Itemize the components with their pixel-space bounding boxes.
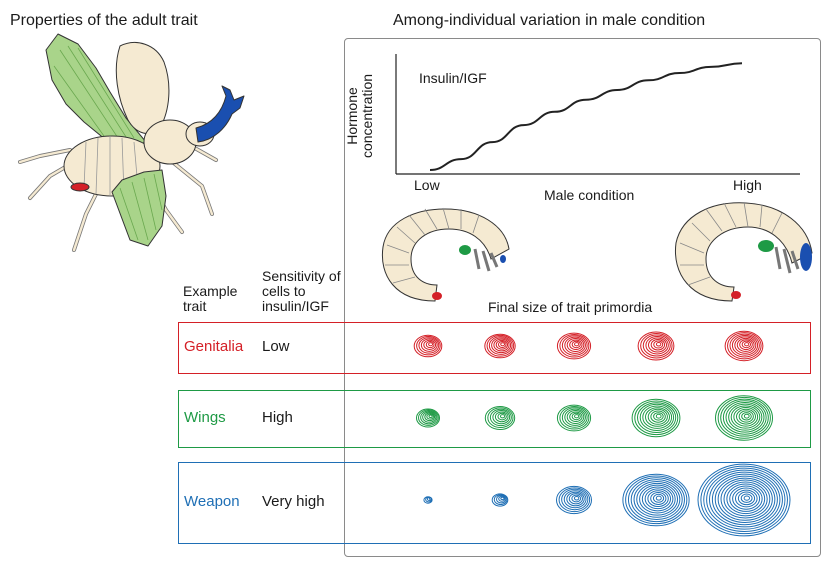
primordium-genitalia-5 bbox=[724, 330, 764, 362]
sensitivity-genitalia: Low bbox=[262, 338, 290, 355]
chart-ylabel-text: Hormone concentration bbox=[344, 73, 375, 159]
larva-high-horn-disc bbox=[800, 243, 812, 271]
sensitivity-weapon: Very high bbox=[262, 493, 325, 510]
trait-weapon: Weapon bbox=[184, 493, 240, 510]
primordium-genitalia-3 bbox=[556, 332, 592, 360]
primordium-weapon-4 bbox=[622, 473, 690, 527]
beetle-horn bbox=[195, 85, 245, 143]
right-title: Among-individual variation in male condi… bbox=[393, 12, 706, 29]
genitalia-row-frame bbox=[178, 322, 811, 374]
primordium-weapon-2 bbox=[491, 493, 509, 507]
header-sensitivity: Sensitivity of cells to insulin/IGF bbox=[262, 268, 341, 314]
larva-low-genital-disc bbox=[432, 292, 442, 300]
larva-low-wing-disc bbox=[459, 245, 471, 255]
primordium-wings-4 bbox=[631, 398, 681, 438]
larva-high-genital-disc bbox=[731, 291, 741, 299]
primordium-weapon-3 bbox=[556, 485, 592, 515]
x-tick-high: High bbox=[733, 177, 762, 193]
chart-xlabel: Male condition bbox=[544, 187, 635, 203]
larva-low-condition bbox=[381, 207, 510, 302]
primordium-wings-1 bbox=[416, 408, 440, 428]
primordium-genitalia-2 bbox=[484, 333, 516, 359]
primordium-wings-2 bbox=[484, 406, 516, 430]
larva-high-wing-disc bbox=[758, 240, 774, 252]
x-tick-low: Low bbox=[414, 177, 440, 193]
beetle-genitalia bbox=[70, 182, 90, 192]
weapon-row-frame bbox=[178, 462, 811, 544]
larva-low-horn-disc bbox=[500, 255, 506, 263]
wings-row-frame bbox=[178, 390, 811, 448]
primordium-weapon-5 bbox=[697, 463, 791, 537]
primordium-genitalia-1 bbox=[413, 334, 443, 358]
header-example-trait: Example trait bbox=[183, 283, 238, 314]
trait-genitalia: Genitalia bbox=[184, 338, 244, 355]
left-title: Properties of the adult trait bbox=[10, 12, 198, 29]
adult-beetle-illustration bbox=[18, 33, 245, 252]
beetle-thorax bbox=[143, 119, 197, 165]
primordium-genitalia-4 bbox=[637, 331, 675, 361]
primordium-wings-5 bbox=[715, 395, 773, 441]
primordium-wings-3 bbox=[556, 404, 592, 432]
trait-wings: Wings bbox=[184, 409, 226, 426]
chart-ylabel: Hormone concentration bbox=[344, 64, 375, 168]
header-primordia: Final size of trait primordia bbox=[488, 299, 653, 315]
trait-primordia bbox=[413, 330, 791, 537]
primordium-weapon-1 bbox=[423, 496, 433, 504]
sensitivity-wings: High bbox=[262, 409, 293, 426]
insulin-igf-curve bbox=[429, 62, 743, 171]
variation-panel bbox=[344, 38, 821, 557]
series-label-insulin-igf: Insulin/IGF bbox=[419, 70, 487, 86]
hormone-chart bbox=[395, 54, 800, 175]
larva-high-condition bbox=[674, 201, 813, 302]
